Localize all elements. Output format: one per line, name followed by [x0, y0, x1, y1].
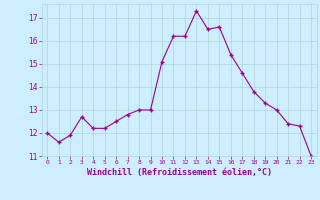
X-axis label: Windchill (Refroidissement éolien,°C): Windchill (Refroidissement éolien,°C): [87, 168, 272, 177]
